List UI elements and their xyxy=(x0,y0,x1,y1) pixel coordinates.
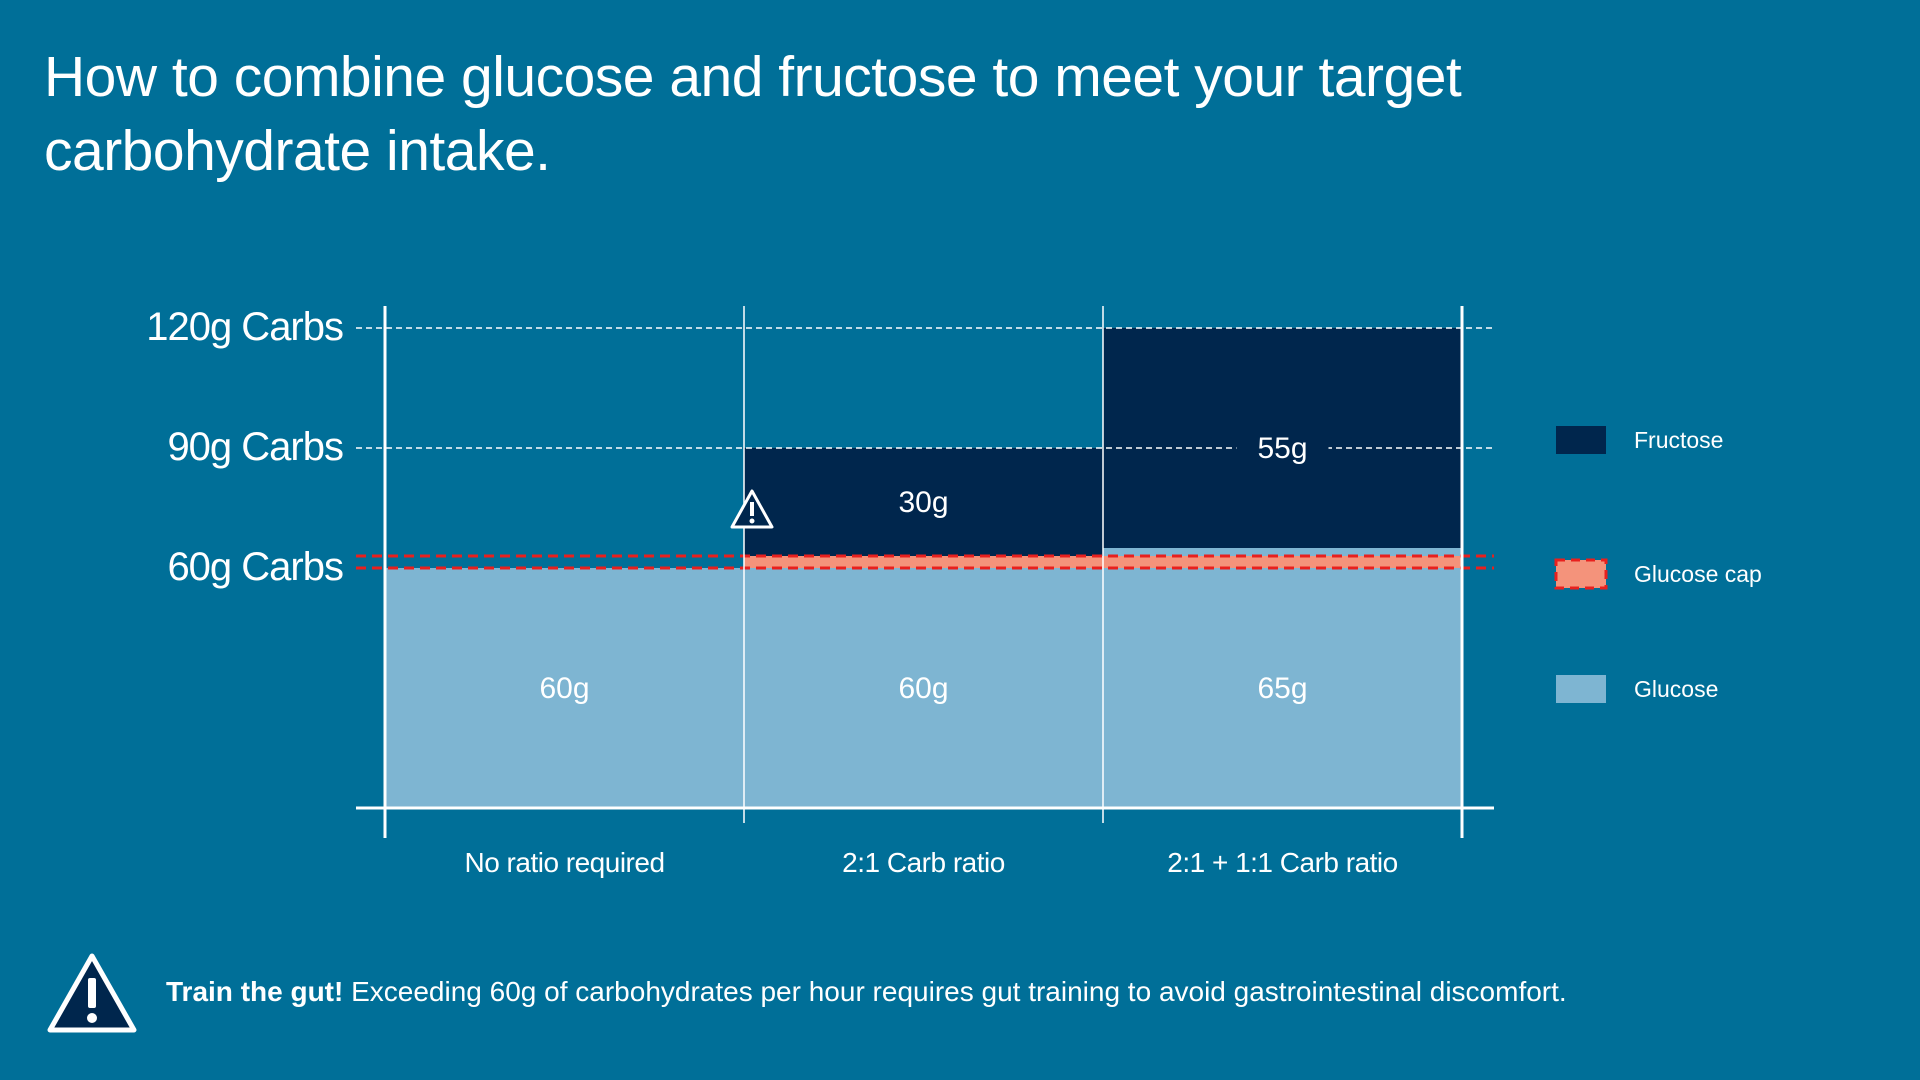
warning-icon xyxy=(730,489,774,529)
data-label-fructose-2: 55g xyxy=(1257,432,1307,465)
category-label-0: No ratio required xyxy=(464,847,664,878)
legend-swatch xyxy=(1556,426,1606,454)
y-tick-label-120: 120g Carbs xyxy=(146,305,343,349)
data-label-glucose-2: 65g xyxy=(1257,672,1307,705)
data-label-glucose-0: 60g xyxy=(539,672,589,705)
category-label-1: 2:1 Carb ratio xyxy=(842,847,1005,878)
carb-chart: 60g Carbs 90g Carbs 120g Carbs No ratio req… xyxy=(146,305,1762,878)
bars-layer xyxy=(385,328,1462,808)
category-label-2: 2:1 + 1:1 Carb ratio xyxy=(1167,847,1397,878)
glucose-cap-layer xyxy=(356,554,1494,570)
page-title: How to combine glucose and fructose to m… xyxy=(44,45,1462,183)
legend-label: Fructose xyxy=(1634,427,1723,453)
legend-swatch xyxy=(1556,560,1606,588)
legend-swatch xyxy=(1556,675,1606,703)
data-label-bg-2 xyxy=(1236,428,1329,468)
bar-glucose-1 xyxy=(744,568,1103,808)
legend-swatch-border xyxy=(1554,558,1608,590)
bar-glucose-0 xyxy=(385,568,744,808)
y-tick-label-90: 90g Carbs xyxy=(167,425,343,469)
data-label-fructose-1: 30g xyxy=(898,486,948,519)
axes-layer xyxy=(356,306,1494,838)
glucose-cap-band-1 xyxy=(744,556,1103,568)
legend-item-glucose: Glucose xyxy=(1556,675,1718,703)
legend-item-fructose: Fructose xyxy=(1556,426,1723,454)
footnote-text: Train the gut! Exceeding 60g of carbohyd… xyxy=(166,976,1567,1008)
bar-fructose-1 xyxy=(744,448,1103,568)
warning-icon xyxy=(47,953,137,1033)
footnote-body: Exceeding 60g of carbohydrates per hour … xyxy=(343,976,1567,1007)
footnote-bold: Train the gut! xyxy=(166,976,344,1007)
legend-label: Glucose xyxy=(1634,676,1718,702)
bar-glucose-2 xyxy=(1103,548,1462,808)
footnote: Train the gut! Exceeding 60g of carbohyd… xyxy=(44,950,1844,1036)
data-label-glucose-1: 60g xyxy=(898,672,948,705)
legend-item-glucose-cap: Glucose cap xyxy=(1554,558,1762,590)
legend: Fructose Glucose cap Glucose xyxy=(1554,426,1762,703)
warning-icon-bar xyxy=(750,502,754,516)
y-tick-label-60: 60g Carbs xyxy=(167,545,343,589)
legend-label: Glucose cap xyxy=(1634,561,1762,587)
glucose-cap-band-2 xyxy=(1103,556,1462,568)
warning-icon-dot xyxy=(749,518,755,524)
labels-layer: 60g Carbs 90g Carbs 120g Carbs No ratio req… xyxy=(146,305,1398,878)
